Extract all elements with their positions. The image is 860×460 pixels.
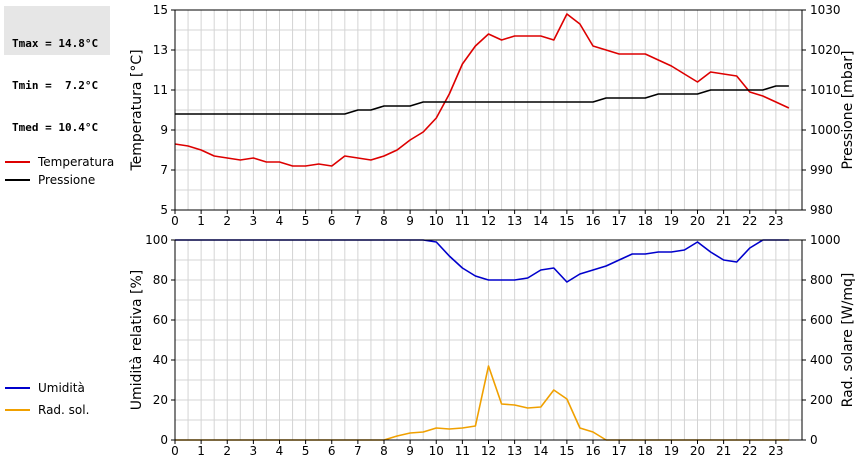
x-tick-label: 11 bbox=[455, 214, 470, 228]
x-tick-label: 4 bbox=[276, 214, 284, 228]
x-tick-label: 5 bbox=[302, 444, 310, 458]
x-tick-label: 1 bbox=[197, 214, 205, 228]
y2-tick-label: 200 bbox=[810, 393, 833, 407]
y2-axis-label: Rad. solare [W/mq] bbox=[840, 273, 856, 408]
stats-tmed: Tmed = 10.4°C bbox=[12, 121, 99, 134]
y-tick-label: 60 bbox=[153, 313, 168, 327]
x-tick-label: 12 bbox=[481, 444, 496, 458]
x-tick-label: 21 bbox=[716, 444, 731, 458]
y2-tick-label: 0 bbox=[810, 433, 818, 447]
stats-box: Tmax = 14.8°C Tmin = 7.2°C Tmed = 10.4°C bbox=[4, 6, 110, 134]
y-tick-label: 80 bbox=[153, 273, 168, 287]
y-tick-label: 11 bbox=[153, 83, 168, 97]
x-tick-label: 17 bbox=[611, 214, 626, 228]
y-axis-label: Temperatura [°C] bbox=[129, 49, 145, 171]
y-tick-label: 5 bbox=[160, 203, 168, 217]
x-tick-label: 5 bbox=[302, 214, 310, 228]
x-tick-label: 0 bbox=[171, 444, 179, 458]
x-tick-label: 11 bbox=[455, 444, 470, 458]
y2-tick-label: 800 bbox=[810, 273, 833, 287]
y-tick-label: 0 bbox=[160, 433, 168, 447]
y-tick-label: 7 bbox=[160, 163, 168, 177]
legend-label: Umidità bbox=[38, 381, 85, 395]
x-tick-label: 6 bbox=[328, 444, 336, 458]
x-tick-label: 10 bbox=[429, 444, 444, 458]
x-tick-label: 20 bbox=[690, 214, 705, 228]
y-tick-label: 9 bbox=[160, 123, 168, 137]
x-tick-label: 14 bbox=[533, 444, 548, 458]
legend-label: Rad. sol. bbox=[38, 403, 89, 417]
x-tick-label: 23 bbox=[768, 214, 783, 228]
x-tick-label: 9 bbox=[406, 444, 414, 458]
y2-tick-label: 1010 bbox=[810, 83, 841, 97]
x-tick-label: 10 bbox=[429, 214, 444, 228]
x-tick-label: 8 bbox=[380, 444, 388, 458]
x-tick-label: 9 bbox=[406, 214, 414, 228]
x-tick-label: 23 bbox=[768, 444, 783, 458]
x-tick-label: 20 bbox=[690, 444, 705, 458]
y2-tick-label: 600 bbox=[810, 313, 833, 327]
x-tick-label: 18 bbox=[638, 444, 653, 458]
x-tick-label: 21 bbox=[716, 214, 731, 228]
legend-label: Pressione bbox=[38, 173, 95, 187]
x-tick-label: 22 bbox=[742, 214, 757, 228]
legend-label: Temperatura bbox=[37, 155, 114, 169]
x-tick-label: 0 bbox=[171, 214, 179, 228]
y2-tick-label: 1020 bbox=[810, 43, 841, 57]
x-tick-label: 3 bbox=[250, 214, 258, 228]
y2-tick-label: 1000 bbox=[810, 123, 841, 137]
y-tick-label: 40 bbox=[153, 353, 168, 367]
x-tick-label: 22 bbox=[742, 444, 757, 458]
y-tick-label: 15 bbox=[153, 3, 168, 17]
y2-axis-label: Pressione [mbar] bbox=[840, 50, 856, 169]
y-tick-label: 13 bbox=[153, 43, 168, 57]
x-tick-label: 19 bbox=[664, 214, 679, 228]
x-tick-label: 18 bbox=[638, 214, 653, 228]
x-tick-label: 2 bbox=[223, 444, 231, 458]
x-tick-label: 2 bbox=[223, 214, 231, 228]
x-tick-label: 13 bbox=[507, 444, 522, 458]
series-line-pressione bbox=[175, 85, 789, 115]
x-tick-label: 15 bbox=[559, 214, 574, 228]
stats-tmin: Tmin = 7.2°C bbox=[12, 79, 99, 92]
y2-tick-label: 990 bbox=[810, 163, 833, 177]
x-tick-label: 13 bbox=[507, 214, 522, 228]
x-tick-label: 8 bbox=[380, 214, 388, 228]
x-tick-label: 6 bbox=[328, 214, 336, 228]
x-tick-label: 16 bbox=[585, 444, 600, 458]
x-tick-label: 19 bbox=[664, 444, 679, 458]
y2-tick-label: 1030 bbox=[810, 3, 841, 17]
x-tick-label: 12 bbox=[481, 214, 496, 228]
stats-tmax: Tmax = 14.8°C bbox=[12, 37, 99, 50]
y2-tick-label: 980 bbox=[810, 203, 833, 217]
x-tick-label: 16 bbox=[585, 214, 600, 228]
y2-tick-label: 400 bbox=[810, 353, 833, 367]
x-tick-label: 7 bbox=[354, 444, 362, 458]
x-tick-label: 3 bbox=[250, 444, 258, 458]
y-tick-label: 20 bbox=[153, 393, 168, 407]
x-tick-label: 14 bbox=[533, 214, 548, 228]
y2-tick-label: 1000 bbox=[810, 233, 841, 247]
x-tick-label: 7 bbox=[354, 214, 362, 228]
y-axis-label: Umidità relativa [%] bbox=[129, 270, 145, 411]
x-tick-label: 4 bbox=[276, 444, 284, 458]
x-tick-label: 15 bbox=[559, 444, 574, 458]
series-line-temperatura bbox=[174, 13, 790, 167]
y-tick-label: 100 bbox=[145, 233, 168, 247]
x-tick-label: 17 bbox=[611, 444, 626, 458]
x-tick-label: 1 bbox=[197, 444, 205, 458]
